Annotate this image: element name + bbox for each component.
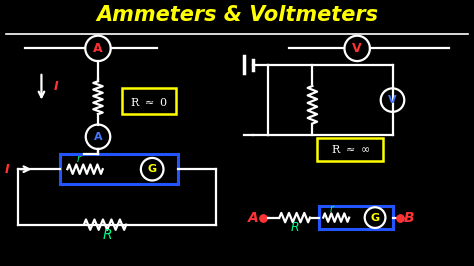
Text: r: r — [329, 204, 333, 214]
Text: r: r — [76, 154, 80, 164]
Bar — [317, 138, 383, 161]
Text: Ammeters & Voltmeters: Ammeters & Voltmeters — [96, 6, 378, 26]
Text: I: I — [54, 80, 59, 93]
Bar — [60, 154, 178, 184]
Text: R: R — [290, 222, 299, 234]
Text: A: A — [248, 211, 259, 225]
Circle shape — [86, 124, 110, 149]
Text: B: B — [404, 211, 414, 225]
Circle shape — [345, 36, 370, 61]
Text: R $\approx$ $\infty$: R $\approx$ $\infty$ — [330, 143, 370, 155]
Circle shape — [141, 158, 164, 180]
Bar — [319, 206, 392, 229]
Text: I: I — [5, 163, 10, 176]
Text: A: A — [94, 132, 102, 142]
Circle shape — [365, 207, 385, 228]
Text: V: V — [388, 95, 397, 105]
Text: A: A — [93, 42, 103, 55]
Circle shape — [85, 36, 111, 61]
Bar — [121, 88, 176, 114]
Text: G: G — [371, 213, 380, 223]
Circle shape — [381, 88, 404, 112]
Text: V: V — [352, 42, 362, 55]
Text: R $\approx$ 0: R $\approx$ 0 — [130, 95, 167, 107]
Text: R: R — [102, 228, 112, 243]
Text: G: G — [147, 164, 157, 174]
